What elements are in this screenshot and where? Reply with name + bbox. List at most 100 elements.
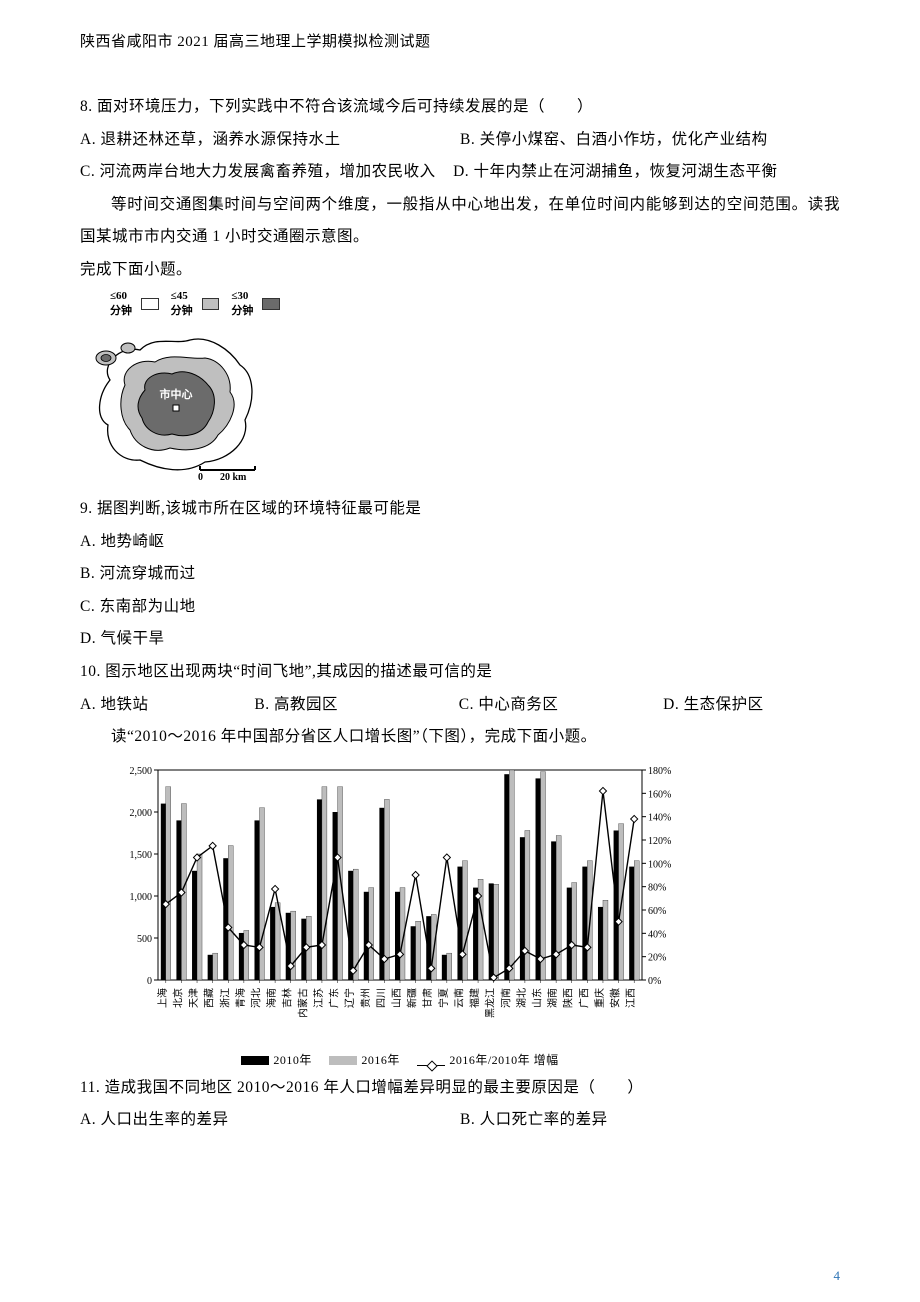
center-label: 市中心 [160, 387, 193, 401]
svg-text:100%: 100% [648, 859, 671, 870]
legend-30-swatch [262, 298, 280, 310]
svg-text:160%: 160% [648, 789, 671, 800]
page-header: 陕西省咸阳市 2021 届高三地理上学期模拟检测试题 [80, 30, 840, 51]
svg-text:20%: 20% [648, 952, 666, 963]
svg-text:西藏: 西藏 [204, 988, 216, 1008]
question-8: 8. 面对环境压力，下列实践中不符合该流域今后可持续发展的是（ ） A. 退耕还… [80, 91, 840, 189]
q11-stem: 11. 造成我国不同地区 2010～2016 年人口增幅差异明显的最主要原因是（… [80, 1072, 840, 1105]
svg-text:1,500: 1,500 [130, 850, 153, 861]
q10-stem: 10. 图示地区出现两块“时间飞地”,其成因的描述最可信的是 [80, 656, 840, 689]
legend-bar-2016: 2016年 [361, 1053, 400, 1067]
legend-bar-2016-swatch [329, 1056, 357, 1065]
q8-opt-c: C. 河流两岸台地大力发展禽畜养殖，增加农民收入 [80, 163, 436, 180]
enclave-2 [121, 343, 135, 353]
svg-text:河北: 河北 [250, 988, 262, 1008]
legend-bar-2010-swatch [241, 1056, 269, 1065]
svg-text:陕西: 陕西 [562, 988, 575, 1008]
svg-text:重庆: 重庆 [593, 988, 606, 1008]
svg-text:广西: 广西 [578, 988, 590, 1008]
svg-text:80%: 80% [648, 882, 666, 893]
legend-45-label: ≤45分钟 [171, 290, 199, 318]
svg-text:天津: 天津 [188, 988, 200, 1008]
question-10: 10. 图示地区出现两块“时间飞地”,其成因的描述最可信的是 A. 地铁站 B.… [80, 656, 840, 721]
legend-line: 2016年/2010年 增幅 [449, 1053, 558, 1067]
chart-svg: 0 500 1,000 1,500 2,000 2,500 0% 20% 40% 60% 80% 10… [110, 760, 690, 1040]
svg-text:云南: 云南 [452, 988, 465, 1008]
svg-text:福建: 福建 [468, 988, 481, 1008]
svg-text:安徽: 安徽 [609, 988, 622, 1008]
svg-text:青海: 青海 [234, 988, 247, 1008]
svg-text:湖北: 湖北 [516, 988, 528, 1008]
passage-3: 读“2010～2016 年中国部分省区人口增长图”（下图），完成下面小题。 [80, 721, 840, 754]
legend-bar-2010: 2010年 [273, 1053, 312, 1067]
svg-text:黑龙江: 黑龙江 [484, 988, 497, 1018]
svg-text:2,500: 2,500 [130, 766, 153, 777]
q9-opt-a: A. 地势崎岖 [80, 526, 840, 559]
passage3-text: 读“2010～2016 年中国部分省区人口增长图”（下图），完成下面小题。 [80, 721, 840, 754]
svg-text:广东: 广东 [328, 988, 341, 1008]
center-marker [173, 405, 179, 411]
svg-text:山东: 山东 [531, 988, 544, 1008]
svg-text:120%: 120% [648, 836, 671, 847]
question-11: 11. 造成我国不同地区 2010～2016 年人口增幅差异明显的最主要原因是（… [80, 1072, 840, 1137]
exam-page: 陕西省咸阳市 2021 届高三地理上学期模拟检测试题 8. 面对环境压力，下列实… [0, 0, 920, 1302]
legend-60-label: ≤60分钟 [110, 290, 138, 318]
legend-60-swatch [141, 298, 159, 310]
traffic-map-figure: ≤60分钟 ≤45分钟 ≤30分钟 市中心 0 20 km [80, 290, 280, 485]
svg-text:四川: 四川 [376, 988, 387, 1008]
q8-opt-b: B. 关停小煤窑、白酒小作坊，优化产业结构 [460, 124, 840, 157]
svg-text:上海: 上海 [156, 988, 169, 1008]
page-number: 4 [834, 1268, 841, 1284]
svg-text:0%: 0% [648, 976, 661, 987]
q10-opt-c: C. 中心商务区 [459, 689, 659, 722]
svg-text:2,000: 2,000 [130, 808, 153, 819]
svg-text:180%: 180% [648, 766, 671, 777]
svg-text:60%: 60% [648, 906, 666, 917]
svg-text:湖南: 湖南 [546, 988, 559, 1008]
map-legend: ≤60分钟 ≤45分钟 ≤30分钟 [110, 290, 280, 318]
q8-opt-a: A. 退耕还林还草，涵养水源保持水土 [80, 124, 460, 157]
svg-text:江苏: 江苏 [312, 988, 325, 1008]
enclave-1-core [101, 355, 111, 362]
svg-text:海南: 海南 [265, 988, 278, 1008]
svg-text:江西: 江西 [625, 988, 637, 1008]
zone-30 [138, 372, 214, 436]
q10-opt-b: B. 高教园区 [254, 689, 454, 722]
svg-text:贵州: 贵州 [359, 988, 372, 1008]
legend-30-label: ≤30分钟 [231, 290, 259, 318]
svg-text:40%: 40% [648, 929, 666, 940]
svg-text:500: 500 [137, 934, 152, 945]
map-svg: 市中心 0 20 km [80, 320, 280, 480]
svg-text:北京: 北京 [171, 988, 184, 1008]
q10-opt-d: D. 生态保护区 [663, 689, 763, 722]
chart-legend: 2010年 2016年 2016年/2010年 增幅 [110, 1051, 690, 1068]
q8-stem: 8. 面对环境压力，下列实践中不符合该流域今后可持续发展的是（ ） [80, 91, 840, 124]
passage2-p1: 等时间交通图集时间与空间两个维度，一般指从中心地出发，在单位时间内能够到达的空间… [80, 189, 840, 254]
svg-text:吉林: 吉林 [281, 988, 294, 1008]
q9-opt-c: C. 东南部为山地 [80, 591, 840, 624]
q10-opt-a: A. 地铁站 [80, 689, 250, 722]
svg-text:河南: 河南 [499, 988, 512, 1008]
q11-opt-a: A. 人口出生率的差异 [80, 1104, 460, 1137]
scale-20: 20 km [220, 472, 247, 480]
q9-opt-b: B. 河流穿城而过 [80, 558, 840, 591]
q9-opt-d: D. 气候干旱 [80, 623, 840, 656]
svg-text:甘肃: 甘肃 [421, 988, 434, 1008]
svg-text:辽宁: 辽宁 [343, 988, 356, 1008]
legend-45-swatch [202, 298, 220, 310]
q8-opt-d: D. 十年内禁止在河湖捕鱼，恢复河湖生态平衡 [453, 163, 777, 180]
svg-text:宁夏: 宁夏 [437, 988, 450, 1008]
scale-0: 0 [198, 472, 203, 480]
question-9: 9. 据图判断,该城市所在区域的环境特征最可能是 A. 地势崎岖 B. 河流穿城… [80, 493, 840, 656]
svg-text:0: 0 [147, 976, 152, 987]
q11-opt-b: B. 人口死亡率的差异 [460, 1104, 840, 1137]
svg-text:内蒙古: 内蒙古 [296, 988, 309, 1018]
passage-2: 等时间交通图集时间与空间两个维度，一般指从中心地出发，在单位时间内能够到达的空间… [80, 189, 840, 287]
passage2-p2: 完成下面小题。 [80, 254, 840, 287]
svg-text:浙江: 浙江 [219, 988, 231, 1008]
svg-text:山西: 山西 [391, 988, 403, 1008]
svg-text:1,000: 1,000 [130, 892, 153, 903]
svg-text:140%: 140% [648, 812, 671, 823]
q9-stem: 9. 据图判断,该城市所在区域的环境特征最可能是 [80, 493, 840, 526]
svg-text:新疆: 新疆 [406, 988, 419, 1008]
